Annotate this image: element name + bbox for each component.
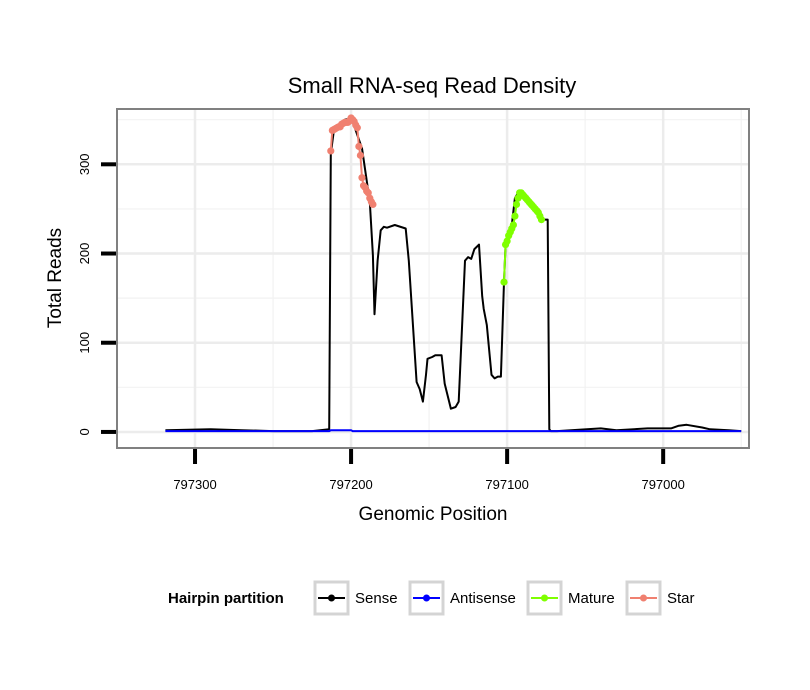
data-point-mature <box>509 221 517 229</box>
data-point-star <box>355 142 363 151</box>
legend-key-point <box>423 594 430 602</box>
legend-label: Sense <box>355 590 398 607</box>
data-point-star <box>353 124 361 132</box>
legend-label: Antisense <box>450 590 516 607</box>
x-axis-title: Genomic Position <box>359 504 508 525</box>
data-point-star <box>358 174 366 182</box>
x-tick-label: 797000 <box>641 477 684 492</box>
x-tick-label: 797100 <box>485 477 528 492</box>
data-point-mature <box>511 212 519 220</box>
series-layer <box>165 114 742 433</box>
y-tick-label: 0 <box>77 428 92 435</box>
series-antisense <box>165 429 742 433</box>
legend-item-star: Star <box>625 580 695 616</box>
axes: 797300 797200 797100 797000 0 100 200 300 <box>77 153 685 492</box>
data-point-mature <box>500 278 508 286</box>
legend-key-point <box>328 594 335 602</box>
legend-label: Mature <box>568 590 615 607</box>
series-star <box>327 114 377 209</box>
legend-item-mature: Mature <box>526 580 615 616</box>
legend-label: Star <box>667 590 695 607</box>
plot-border <box>116 108 750 449</box>
data-point-star <box>369 200 377 209</box>
plot-panel <box>117 109 749 448</box>
x-tick-label: 797200 <box>329 477 372 492</box>
data-point-star <box>356 151 365 159</box>
chart-title: Small RNA-seq Read Density <box>288 73 577 98</box>
y-tick-label: 200 <box>77 243 92 265</box>
legend-item-antisense: Antisense <box>408 580 516 616</box>
x-tick-label: 797300 <box>173 477 216 492</box>
series-mature <box>500 189 546 286</box>
y-tick-label: 100 <box>77 332 92 354</box>
series-line-antisense <box>165 429 742 433</box>
data-point-mature <box>537 216 546 224</box>
legend-item-sense: Sense <box>313 580 398 616</box>
data-point-star <box>327 147 335 155</box>
legend: Hairpin partition Sense Antisense Mature St… <box>168 580 695 616</box>
legend-key-point <box>541 594 548 602</box>
data-point-mature <box>512 200 521 209</box>
legend-key-point <box>640 594 647 602</box>
legend-title: Hairpin partition <box>168 590 284 607</box>
y-axis-title: Total Reads <box>45 228 66 328</box>
y-tick-label: 300 <box>77 153 92 175</box>
